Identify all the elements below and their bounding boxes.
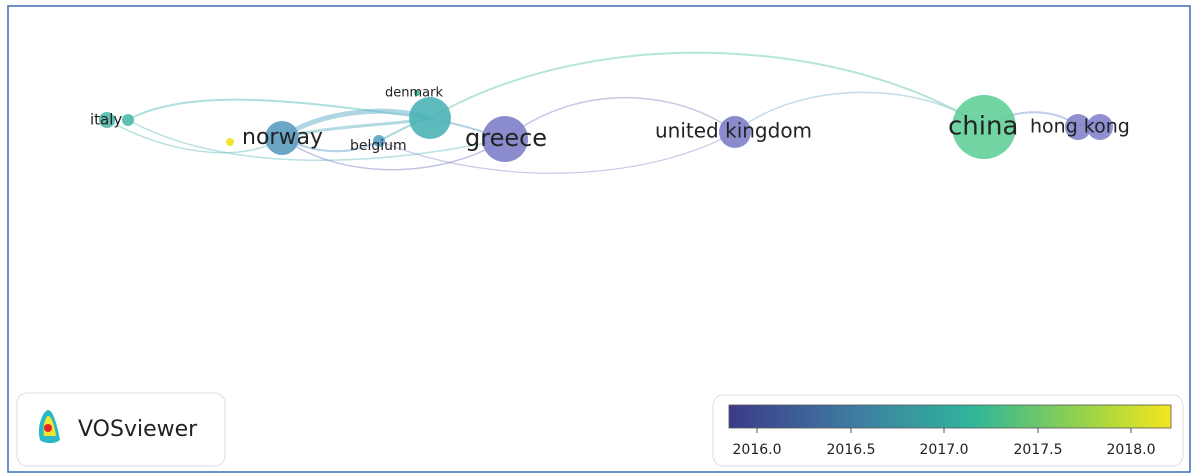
node [99, 112, 115, 128]
node [122, 114, 134, 126]
tick-label: 2017.0 [920, 442, 969, 458]
edge [378, 131, 736, 174]
logo-icon [38, 410, 60, 443]
color-scale [728, 404, 1172, 429]
node [226, 138, 234, 146]
logo-box [16, 392, 226, 467]
node [1065, 114, 1091, 140]
node-label: greece [465, 124, 547, 152]
node-label: belgium [350, 138, 407, 154]
node-label: hong kong [1030, 116, 1130, 138]
logo-text: VOSviewer [78, 417, 198, 442]
edge [429, 51, 985, 128]
node-label: denmark [385, 86, 443, 101]
edge [127, 119, 506, 162]
node [265, 121, 299, 155]
node [409, 97, 451, 139]
node-label: italy [90, 111, 122, 129]
node [952, 95, 1016, 159]
edge [504, 96, 736, 140]
node [373, 135, 385, 147]
legend-ticks: 2016.0 2016.5 2017.0 2017.5 2018.0 [733, 428, 1156, 458]
tick-label: 2017.5 [1014, 442, 1063, 458]
tick-label: 2018.0 [1107, 442, 1156, 458]
node-label: norway [242, 125, 323, 150]
node [1087, 114, 1113, 140]
tick-label: 2016.5 [827, 442, 876, 458]
node [719, 116, 751, 148]
nodes: italy norway belgium denmark greece united ki… [90, 86, 1130, 162]
tick-label: 2016.0 [733, 442, 782, 458]
node [414, 90, 420, 96]
node [482, 116, 528, 162]
node-label: china [948, 112, 1018, 142]
edge [281, 137, 506, 171]
node-label: united kingdom [655, 119, 812, 143]
